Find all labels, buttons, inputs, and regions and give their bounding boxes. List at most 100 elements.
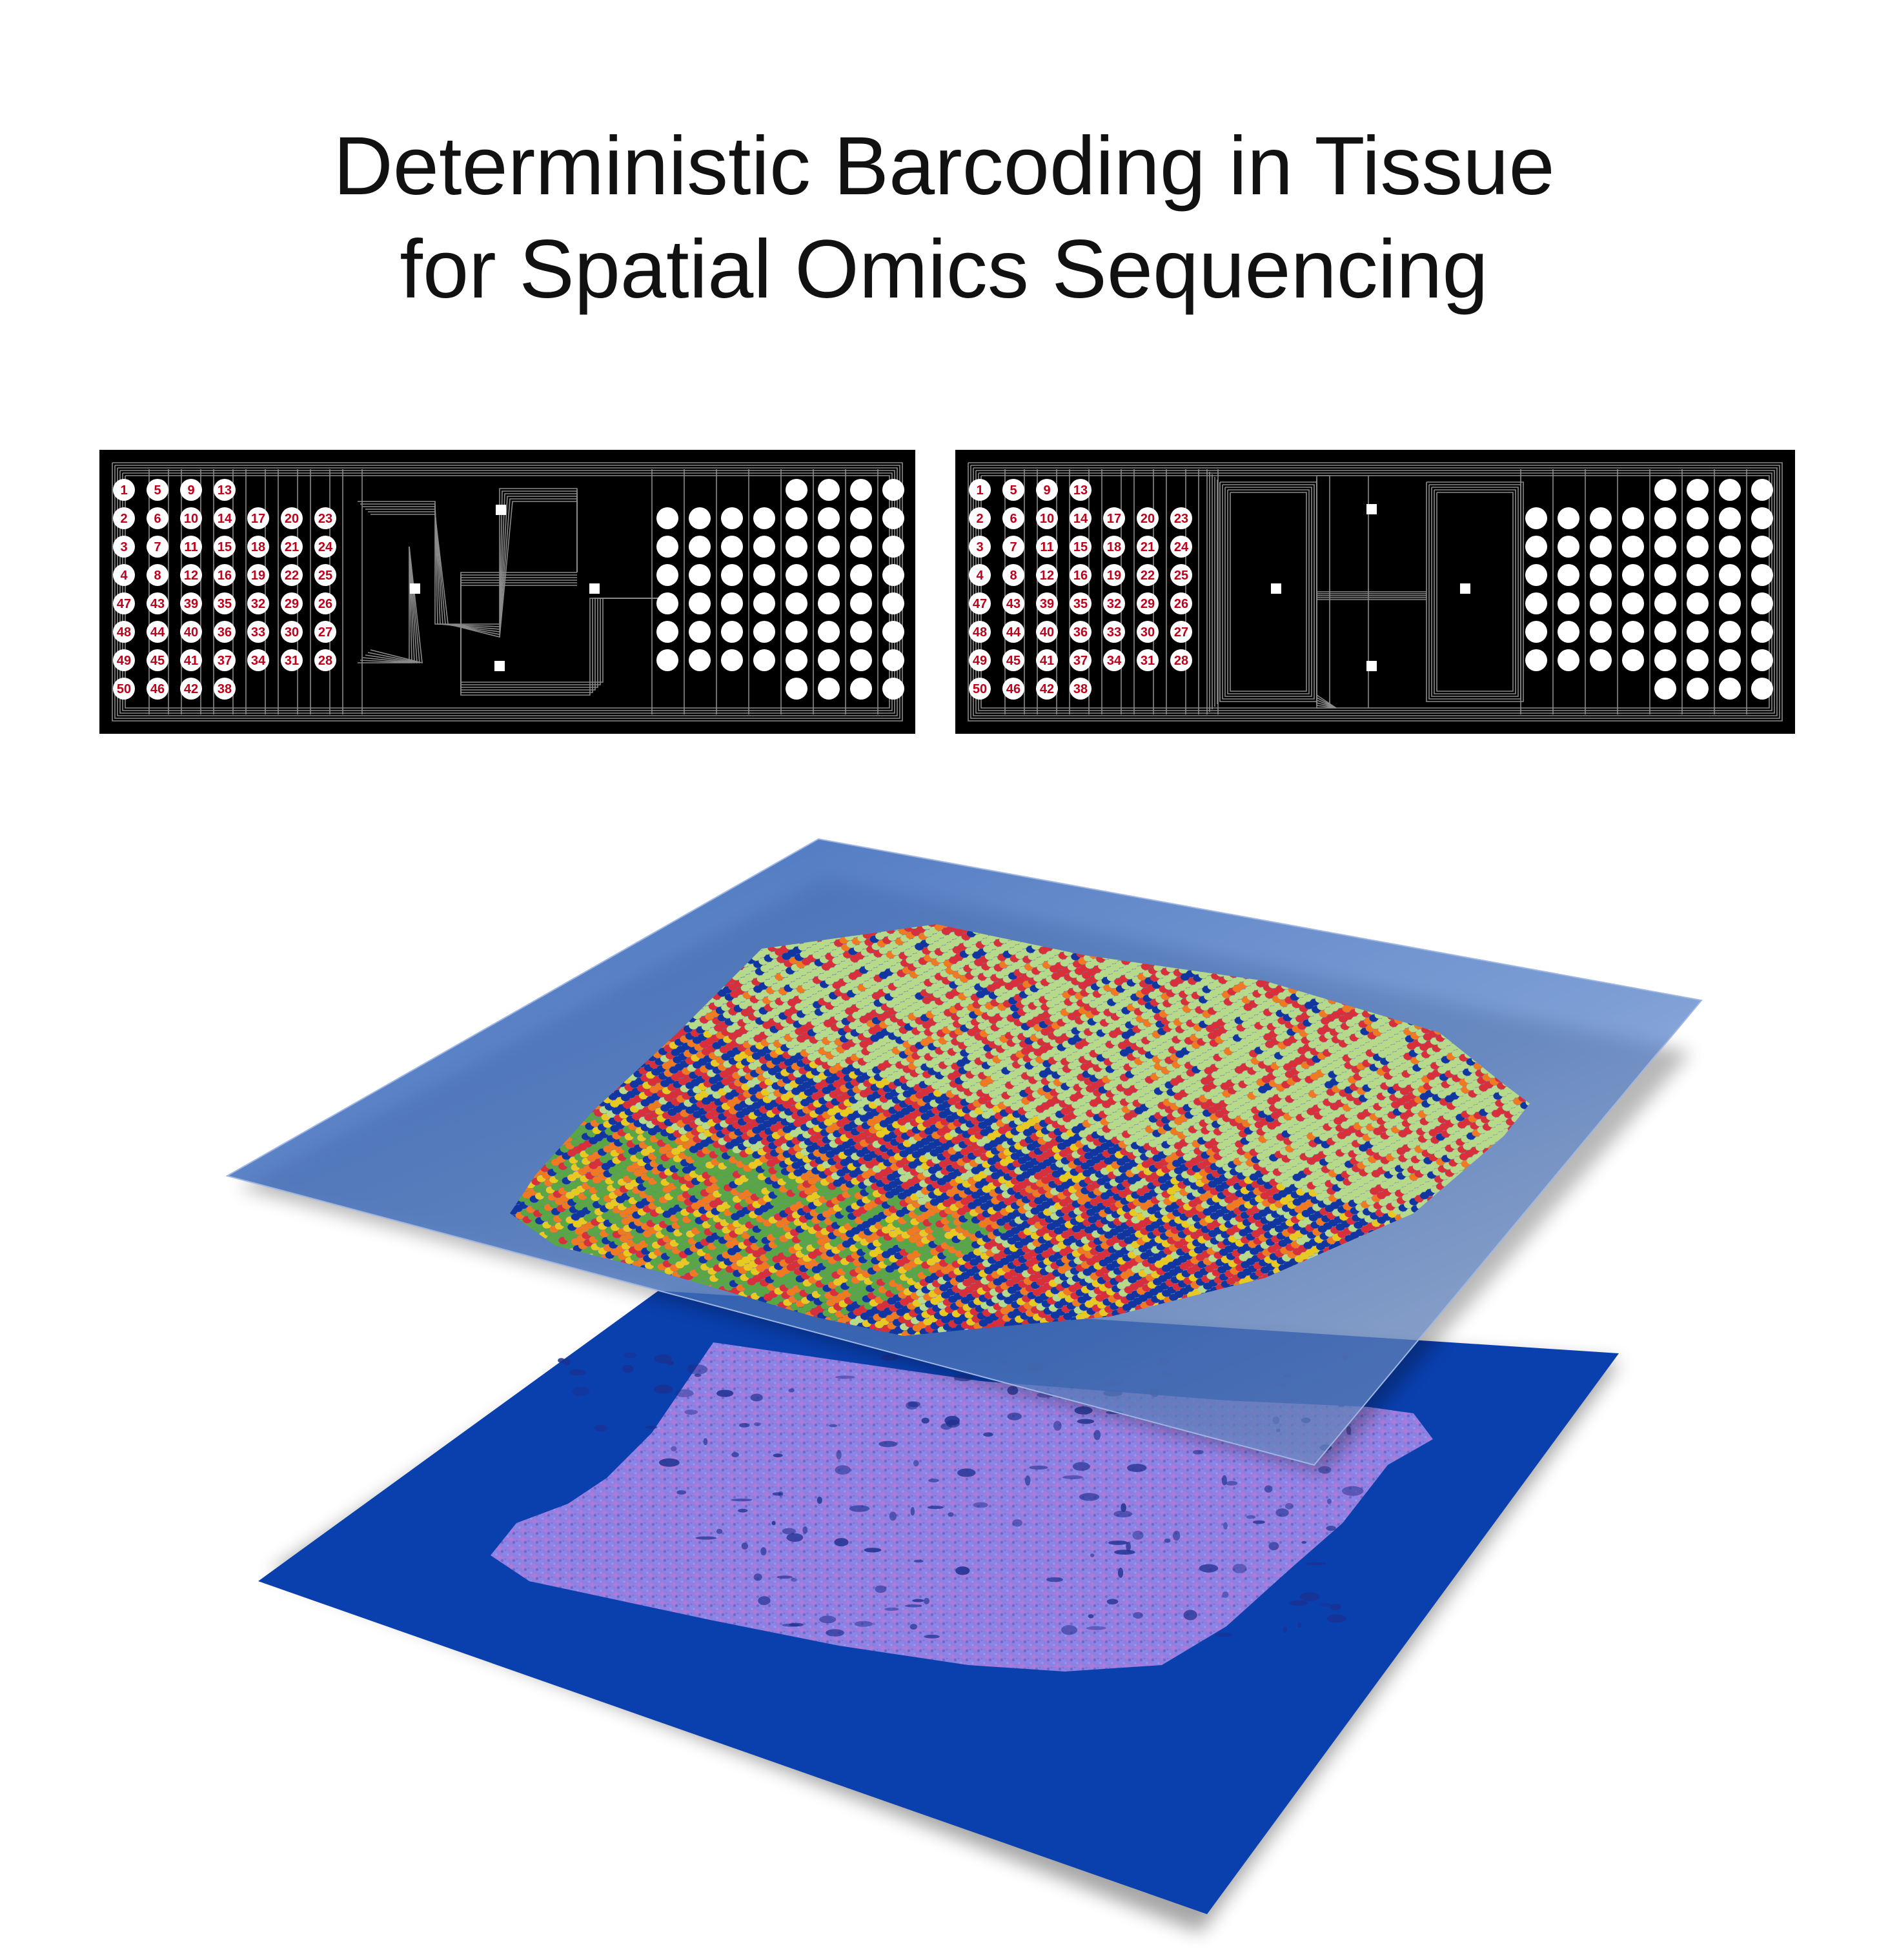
tissue-speckle [829, 1424, 838, 1428]
outlet-port [721, 536, 743, 558]
alignment-marker [410, 583, 420, 594]
tissue-speckle [973, 1502, 988, 1508]
outlet-port [689, 507, 711, 529]
inlet-port: 29 [281, 592, 303, 614]
inlet-port-label: 22 [1141, 569, 1155, 583]
inlet-port: 10 [1036, 507, 1058, 529]
outlet-port [1622, 564, 1644, 586]
inlet-port: 41 [180, 649, 202, 671]
tissue-speckle [658, 1458, 680, 1467]
tissue-speckle [1326, 1499, 1332, 1504]
outlet-port [882, 479, 904, 501]
inlet-port: 26 [314, 592, 336, 614]
inlet-port: 13 [1070, 479, 1091, 501]
inlet-port: 43 [1002, 592, 1024, 614]
tissue-speckle [753, 1573, 762, 1581]
tissue-speckle [1183, 1610, 1197, 1621]
inlet-port-label: 7 [1010, 540, 1017, 554]
tissue-speckle [835, 1465, 851, 1475]
layer-stack-drawing [225, 838, 1703, 1933]
inlet-port: 7 [1002, 536, 1024, 558]
outlet-port [1751, 564, 1773, 586]
inlet-port-label: 49 [973, 654, 987, 668]
channel-line [1426, 481, 1524, 702]
inlet-port-label: 29 [285, 597, 299, 611]
tissue-speckle [928, 1479, 939, 1482]
inlet-port-label: 35 [218, 597, 232, 611]
tissue-speckle [1341, 1486, 1364, 1496]
outlet-port [1622, 507, 1644, 529]
inlet-port-circle [969, 536, 991, 558]
channel-line [1436, 492, 1514, 692]
inlet-port-label: 43 [150, 597, 165, 611]
tissue-speckle [1223, 1522, 1228, 1530]
tissue-speckle [1133, 1611, 1143, 1619]
inlet-port-label: 15 [218, 540, 232, 554]
inlet-port-label: 36 [218, 625, 232, 640]
outlet-port [1590, 536, 1612, 558]
outlet-port [1687, 592, 1709, 614]
tissue-speckle [1305, 1562, 1326, 1566]
inlet-port: 46 [147, 678, 168, 700]
tissue-speckle [1029, 1465, 1048, 1470]
outlet-port [1719, 649, 1741, 671]
inlet-port: 45 [147, 649, 168, 671]
inlet-port-circle [281, 536, 303, 558]
inlet-port-circle [1103, 649, 1125, 671]
outlet-port [882, 649, 904, 671]
inlet-port-circle [1036, 564, 1058, 586]
inlet-port: 11 [180, 536, 202, 558]
inlet-port-circle [147, 479, 168, 501]
tissue-speckle [909, 1623, 917, 1630]
inlet-port-label: 3 [120, 540, 127, 554]
inlet-port-circle [1170, 592, 1192, 614]
inlet-port: 8 [1002, 564, 1024, 586]
inlet-port-label: 37 [1073, 654, 1088, 668]
inlet-port-label: 5 [1010, 483, 1017, 498]
inlet-port: 32 [247, 592, 269, 614]
outlet-port [1654, 621, 1676, 643]
tissue-speckle [1199, 1564, 1219, 1573]
inlet-port-circle [1137, 649, 1159, 671]
inlet-port-label: 21 [1141, 540, 1155, 554]
tissue-speckle [912, 1599, 924, 1602]
inlet-port: 48 [113, 621, 135, 643]
inlet-port-circle [1103, 592, 1125, 614]
tissue-speckle [1007, 1412, 1022, 1420]
inlet-port-circle [247, 536, 269, 558]
inlet-port-label: 14 [1073, 512, 1088, 526]
inlet-port-label: 20 [285, 512, 299, 526]
outlet-port [1654, 564, 1676, 586]
inlet-port: 17 [1103, 507, 1125, 529]
tissue-speckle [1053, 1420, 1062, 1431]
channel-line [122, 472, 893, 711]
outlet-port [1719, 536, 1741, 558]
tissue-speckle [1077, 1419, 1095, 1424]
inlet-port: 15 [214, 536, 236, 558]
channel-line [1316, 489, 1337, 709]
inlet-port-label: 45 [1006, 654, 1020, 668]
tissue-speckle [645, 1426, 658, 1430]
inlet-port-label: 43 [1006, 597, 1020, 611]
inlet-port-label: 31 [285, 654, 299, 668]
inlet-port-label: 27 [318, 625, 332, 640]
inlet-port-label: 9 [187, 483, 194, 498]
inlet-port-circle [247, 564, 269, 586]
tissue-speckle [562, 1358, 571, 1366]
inlet-port-label: 16 [218, 569, 232, 583]
barcode-spot [1474, 1334, 1484, 1336]
outlet-port [753, 564, 775, 586]
outlet-port [786, 621, 807, 643]
tissue-speckle [1072, 1462, 1090, 1471]
channel-line [365, 496, 578, 632]
tissue-speckle [731, 1452, 739, 1458]
tissue-speckle [684, 1409, 698, 1415]
inlet-port-circle [281, 507, 303, 529]
channel-line [1317, 475, 1330, 708]
inlet-port: 14 [1070, 507, 1091, 529]
outlet-port [818, 649, 840, 671]
inlet-port-circle [314, 564, 336, 586]
inlet-port-circle [147, 564, 168, 586]
inlet-port: 32 [1103, 592, 1125, 614]
inlet-port: 50 [113, 678, 135, 700]
